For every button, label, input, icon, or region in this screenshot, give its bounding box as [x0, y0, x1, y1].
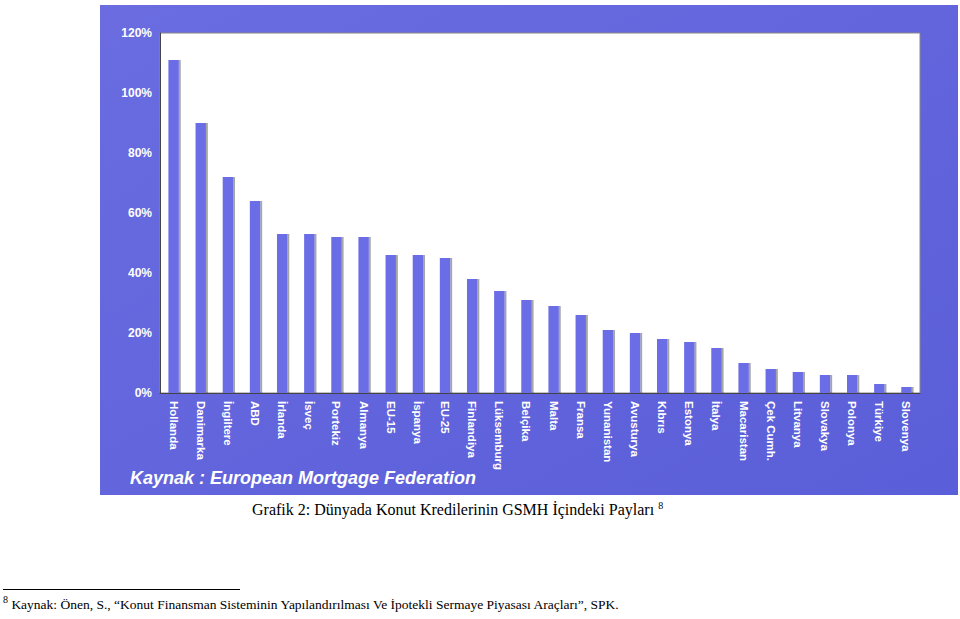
svg-text:Yunanistan: Yunanistan	[602, 401, 614, 462]
svg-text:Kaynak : European Mortgage Fed: Kaynak : European Mortgage Federation	[130, 468, 476, 488]
svg-text:Malta: Malta	[548, 401, 560, 431]
svg-text:Hollanda: Hollanda	[168, 401, 180, 450]
svg-text:Kıbrıs: Kıbrıs	[656, 401, 668, 434]
svg-text:Finlandiya: Finlandiya	[466, 401, 478, 458]
svg-text:40%: 40%	[128, 266, 152, 280]
svg-text:80%: 80%	[128, 146, 152, 160]
svg-text:Almanya: Almanya	[358, 401, 370, 450]
svg-text:Slovenya: Slovenya	[900, 401, 912, 452]
svg-text:Estonya: Estonya	[683, 401, 695, 446]
svg-text:İsveç: İsveç	[303, 401, 315, 430]
html-text:Grafik 2: Dünyada Konut Kredil: Grafik 2: Dünyada Konut Kredilerinin GSM…	[252, 500, 664, 519]
svg-text:İspanya: İspanya	[412, 401, 424, 444]
svg-text:Belçika: Belçika	[520, 401, 532, 442]
svg-text:Türkiye: Türkiye	[873, 401, 885, 442]
svg-text:100%: 100%	[121, 86, 152, 100]
svg-text:ABD: ABD	[249, 401, 261, 426]
svg-text:İngiltere: İngiltere	[222, 401, 234, 446]
svg-text:Avusturya: Avusturya	[629, 401, 641, 457]
svg-text:Polonya: Polonya	[846, 401, 858, 446]
svg-text:Litvanya: Litvanya	[792, 401, 804, 448]
svg-text:İtalya: İtalya	[710, 401, 722, 431]
svg-text:Macaristan: Macaristan	[738, 401, 750, 461]
svg-text:Lüksemburg: Lüksemburg	[493, 401, 505, 470]
svg-text:İrlanda: İrlanda	[276, 401, 288, 439]
svg-text:EU-25: EU-25	[439, 401, 451, 434]
svg-text:EU-15: EU-15	[385, 401, 397, 434]
svg-text:Danimarka: Danimarka	[195, 401, 207, 460]
svg-text:120%: 120%	[121, 26, 152, 40]
svg-text:Slovakya: Slovakya	[819, 401, 831, 451]
svg-text:Portekiz: Portekiz	[330, 401, 342, 446]
svg-text:0%: 0%	[135, 386, 153, 400]
svg-text:60%: 60%	[128, 206, 152, 220]
html-text:8Kaynak: Önen, S., “Konut Fina: 8Kaynak: Önen, S., “Konut Finansman Sist…	[3, 594, 619, 612]
svg-text:20%: 20%	[128, 326, 152, 340]
svg-text:Fransa: Fransa	[575, 401, 587, 439]
svg-text:Çek Cumh.: Çek Cumh.	[765, 401, 777, 461]
